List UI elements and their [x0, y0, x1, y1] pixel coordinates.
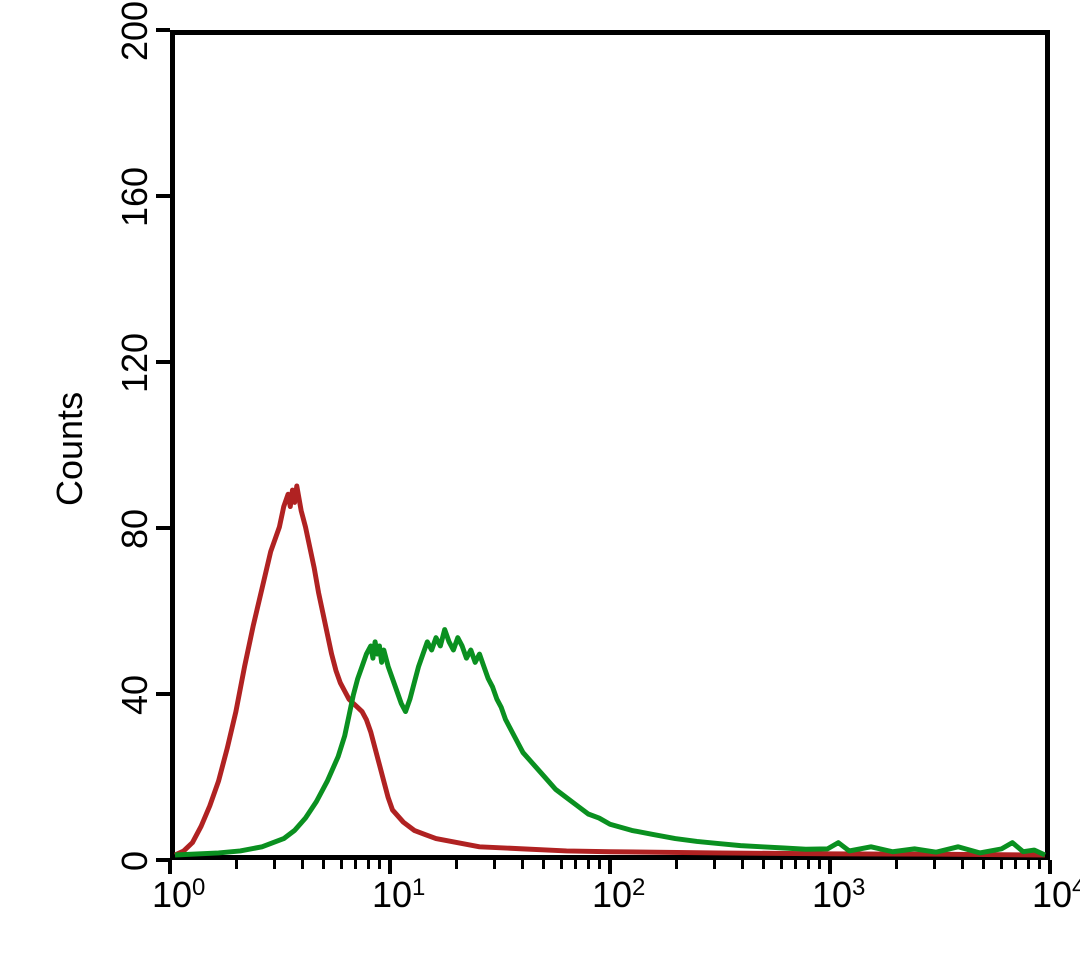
y-tick-label: 120 — [114, 323, 156, 403]
x-minor-tick — [762, 860, 765, 869]
x-minor-tick — [1027, 860, 1030, 869]
x-minor-tick — [598, 860, 601, 869]
x-minor-tick — [961, 860, 964, 869]
x-minor-tick — [818, 860, 821, 869]
x-minor-tick — [675, 860, 678, 869]
x-minor-tick — [587, 860, 590, 869]
x-minor-tick — [982, 860, 985, 869]
series-red — [175, 486, 1045, 855]
x-tick — [1048, 860, 1052, 874]
series-green — [175, 630, 1045, 855]
x-minor-tick — [560, 860, 563, 869]
x-tick — [388, 860, 392, 874]
x-minor-tick — [367, 860, 370, 869]
x-minor-tick — [1014, 860, 1017, 869]
y-tick — [156, 360, 170, 364]
x-minor-tick — [1038, 860, 1041, 869]
y-tick — [156, 526, 170, 530]
flow-cytometry-histogram: Counts 0 40 80 120 160 200 100 101 102 103 104 — [0, 0, 1080, 956]
x-tick — [608, 860, 612, 874]
y-tick — [156, 194, 170, 198]
y-tick — [156, 28, 170, 32]
y-tick-label: 40 — [114, 655, 156, 735]
x-minor-tick — [807, 860, 810, 869]
x-minor-tick — [340, 860, 343, 869]
x-minor-tick — [933, 860, 936, 869]
x-tick-label: 102 — [592, 874, 645, 916]
x-minor-tick — [713, 860, 716, 869]
x-minor-tick — [574, 860, 577, 869]
y-axis-label: Counts — [49, 386, 91, 506]
x-tick — [168, 860, 172, 874]
x-tick-label: 103 — [812, 874, 865, 916]
x-minor-tick — [895, 860, 898, 869]
x-minor-tick — [273, 860, 276, 869]
x-tick-label: 101 — [372, 874, 425, 916]
x-minor-tick — [378, 860, 381, 869]
x-minor-tick — [521, 860, 524, 869]
x-minor-tick — [780, 860, 783, 869]
x-minor-tick — [301, 860, 304, 869]
x-minor-tick — [322, 860, 325, 869]
x-tick-label: 104 — [1032, 874, 1080, 916]
y-tick — [156, 692, 170, 696]
x-minor-tick — [542, 860, 545, 869]
x-tick — [828, 860, 832, 874]
y-tick-label: 200 — [114, 0, 156, 71]
x-tick-label: 100 — [152, 874, 205, 916]
y-tick-label: 0 — [114, 821, 156, 901]
plot-area — [170, 30, 1050, 860]
x-minor-tick — [354, 860, 357, 869]
x-minor-tick — [455, 860, 458, 869]
x-minor-tick — [794, 860, 797, 869]
x-minor-tick — [741, 860, 744, 869]
x-minor-tick — [493, 860, 496, 869]
histogram-curves — [175, 35, 1045, 855]
x-minor-tick — [1000, 860, 1003, 869]
y-tick-label: 160 — [114, 157, 156, 237]
y-tick-label: 80 — [114, 489, 156, 569]
x-minor-tick — [235, 860, 238, 869]
